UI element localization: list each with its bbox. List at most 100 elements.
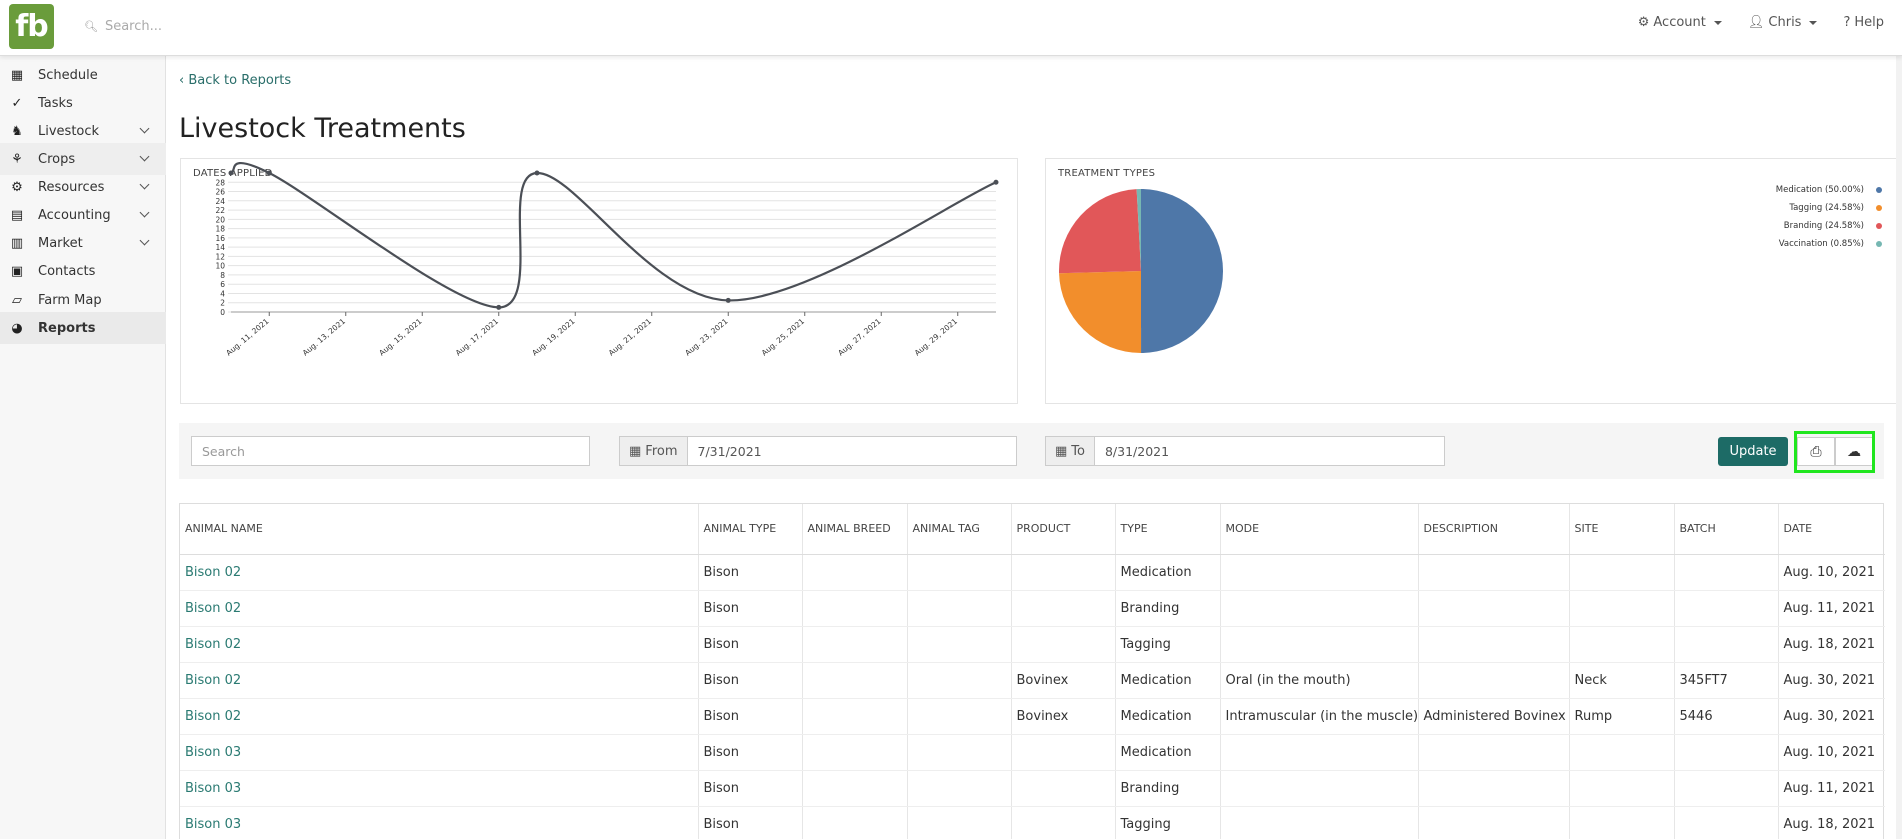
table-cell: Tagging xyxy=(1115,806,1221,839)
animal-name-link[interactable]: Bison 02 xyxy=(185,600,242,616)
table-search-input[interactable] xyxy=(191,436,590,466)
pie-slice xyxy=(1059,271,1142,353)
column-header[interactable]: ANIMAL BREED xyxy=(802,504,908,555)
table-cell xyxy=(907,734,1012,771)
to-date-group: ▦ To xyxy=(1045,436,1445,466)
table-cell xyxy=(1418,590,1570,627)
download-button[interactable]: ☁ xyxy=(1835,437,1873,466)
sidebar-item-livestock[interactable]: ♞ Livestock xyxy=(0,115,166,147)
cloud-download-icon: ☁ xyxy=(1847,443,1861,460)
table-cell xyxy=(1569,590,1675,627)
account-menu[interactable]: ⚙ Account xyxy=(1638,15,1722,30)
sidebar-item-tasks[interactable]: ✓ Tasks xyxy=(0,87,166,119)
animal-name-link[interactable]: Bison 03 xyxy=(185,744,242,760)
column-header[interactable]: BATCH xyxy=(1674,504,1779,555)
column-header[interactable]: SITE xyxy=(1569,504,1675,555)
table-cell xyxy=(1418,554,1570,591)
calculator-icon: ▤ xyxy=(10,207,24,223)
table-cell xyxy=(1011,806,1116,839)
y-tick-label: 28 xyxy=(215,178,225,187)
column-header[interactable]: TYPE xyxy=(1115,504,1221,555)
from-date-input[interactable] xyxy=(687,437,1008,465)
column-header[interactable]: ANIMAL TAG xyxy=(907,504,1012,555)
sidebar-item-label: Resources xyxy=(38,179,105,195)
x-tick-label: Aug. 29, 2021 xyxy=(913,316,959,357)
table-cell: Branding xyxy=(1115,590,1221,627)
pie-slice xyxy=(1059,189,1141,274)
user-menu[interactable]: 👤︎ Chris xyxy=(1748,15,1818,30)
global-search-input[interactable] xyxy=(104,18,465,34)
sidebar-item-crops[interactable]: ⚘ Crops xyxy=(0,143,166,175)
chevron-down-icon xyxy=(139,151,150,162)
table-cell xyxy=(1011,590,1116,627)
table-cell xyxy=(802,626,908,663)
table-cell: Bison 03 xyxy=(180,770,699,807)
table-cell xyxy=(802,662,908,699)
check-circle-icon: ✓ xyxy=(11,95,23,111)
animal-name-link[interactable]: Bison 02 xyxy=(185,636,242,652)
table-row: Bison 03 Bison Tagging Aug. 18, 2021 xyxy=(180,806,1885,839)
from-date-group: ▦ From xyxy=(619,436,1017,466)
global-search[interactable]: 🔍︎ xyxy=(84,14,484,38)
sidebar-item-farm-map[interactable]: ▱ Farm Map xyxy=(0,284,166,316)
horse-icon: ♞ xyxy=(11,123,23,139)
table-cell xyxy=(1011,554,1116,591)
animal-name-link[interactable]: Bison 02 xyxy=(185,708,242,724)
sidebar-item-market[interactable]: ▥ Market xyxy=(0,227,166,259)
table-cell xyxy=(1674,626,1779,663)
column-header[interactable]: MODE xyxy=(1220,504,1419,555)
table-cell xyxy=(1674,590,1779,627)
column-header[interactable]: DESCRIPTION xyxy=(1418,504,1570,555)
legend-label: Medication (50.00%) xyxy=(1775,185,1864,195)
column-header[interactable]: DATE xyxy=(1778,504,1885,555)
table-cell xyxy=(1011,770,1116,807)
update-button[interactable]: Update xyxy=(1718,437,1788,466)
chart-pie-icon: ◕ xyxy=(11,320,23,336)
table-header-row: ANIMAL NAME ANIMAL TYPE ANIMAL BREED ANIMAL… xyxy=(180,504,1885,555)
table-cell xyxy=(1220,590,1419,627)
sidebar-item-accounting[interactable]: ▤ Accounting xyxy=(0,199,166,231)
legend-swatch xyxy=(1876,223,1882,229)
sidebar-item-label: Contacts xyxy=(38,263,96,279)
app-logo[interactable]: fb xyxy=(9,4,54,49)
sidebar-item-schedule[interactable]: ▦ Schedule xyxy=(0,59,166,91)
back-to-reports-link[interactable]: ‹ Back to Reports xyxy=(179,73,291,88)
legend-item: Tagging (24.58%) xyxy=(1776,199,1882,217)
animal-name-link[interactable]: Bison 02 xyxy=(185,564,242,580)
column-header[interactable]: ANIMAL NAME xyxy=(180,504,699,555)
help-link[interactable]: ? Help xyxy=(1843,15,1884,30)
animal-name-link[interactable]: Bison 03 xyxy=(185,780,242,796)
top-nav: ⚙ Account 👤︎ Chris ? Help xyxy=(1638,15,1884,30)
print-icon: ⎙ xyxy=(1810,443,1822,460)
print-button[interactable]: ⎙ xyxy=(1797,437,1835,466)
column-header[interactable]: ANIMAL TYPE xyxy=(698,504,803,555)
column-header[interactable]: PRODUCT xyxy=(1011,504,1116,555)
user-label: Chris xyxy=(1768,15,1802,30)
table-cell: Bison xyxy=(698,806,803,839)
page-scrollbar[interactable] xyxy=(1896,0,1902,839)
table-cell: Aug. 11, 2021 xyxy=(1778,770,1885,807)
sidebar-item-resources[interactable]: ⚙ Resources xyxy=(0,171,166,203)
table-cell: Bison 03 xyxy=(180,734,699,771)
table-cell xyxy=(1220,806,1419,839)
table-cell: Bovinex xyxy=(1011,698,1116,735)
store-icon: ▥ xyxy=(10,235,24,251)
sidebar-item-reports[interactable]: ◕ Reports xyxy=(0,312,166,344)
legend-swatch xyxy=(1876,187,1882,193)
to-date-input[interactable] xyxy=(1094,437,1425,465)
table-cell xyxy=(1674,806,1779,839)
animal-name-link[interactable]: Bison 02 xyxy=(185,672,242,688)
legend-label: Vaccination (0.85%) xyxy=(1778,239,1864,249)
chevron-left-icon: ‹ xyxy=(179,73,185,88)
treatments-table: ANIMAL NAME ANIMAL TYPE ANIMAL BREED ANIMAL… xyxy=(179,503,1885,839)
table-cell: Intramuscular (in the muscle) xyxy=(1220,698,1419,735)
table-cell xyxy=(907,698,1012,735)
table-cell xyxy=(907,770,1012,807)
table-cell xyxy=(802,770,908,807)
gear-icon: ⚙ xyxy=(1637,15,1650,30)
series-line xyxy=(230,162,997,309)
x-tick-label: Aug. 13, 2021 xyxy=(301,316,347,357)
sidebar-item-contacts[interactable]: ▣ Contacts xyxy=(0,255,166,287)
table-cell xyxy=(1418,734,1570,771)
animal-name-link[interactable]: Bison 03 xyxy=(185,816,242,832)
